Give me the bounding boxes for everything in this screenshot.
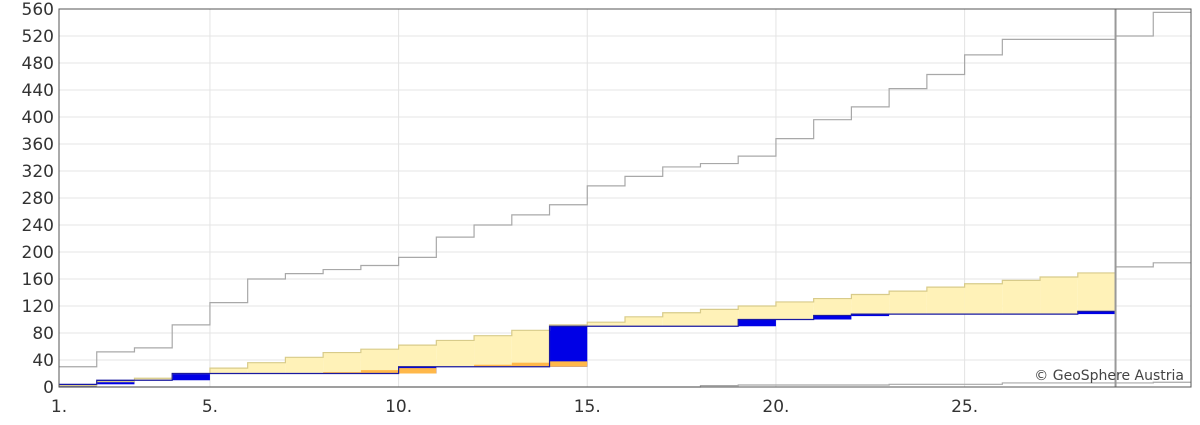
normal-band-segment <box>398 345 437 367</box>
x-tick-label: 25. <box>951 397 978 417</box>
y-tick-label: 240 <box>22 216 54 236</box>
normal-band-segment <box>1077 272 1116 312</box>
surplus-bar <box>738 319 776 327</box>
normal-band-segment <box>625 316 663 327</box>
normal-line <box>59 272 1116 387</box>
normal-band-segment <box>1040 276 1078 315</box>
normal-band-segment <box>323 352 361 374</box>
normal-band-segment <box>775 301 814 320</box>
deficit-bar <box>360 370 399 374</box>
surplus-bar <box>172 373 210 381</box>
x-tick-label: 20. <box>762 397 789 417</box>
x-tick-label: 10. <box>385 397 412 417</box>
plot-frame <box>58 8 1192 388</box>
normal-band-segment <box>662 312 701 327</box>
normal-band-segment <box>813 298 852 316</box>
y-tick-label: 320 <box>22 162 54 182</box>
normal-continuation-line <box>1115 262 1191 268</box>
normal-band-segment <box>474 335 512 367</box>
x-tick-label: 1. <box>51 397 67 417</box>
normal-fill-band <box>134 272 1116 381</box>
normal-band-segment <box>851 294 890 315</box>
y-tick-label: 40 <box>32 351 54 371</box>
grid <box>59 8 1191 387</box>
surplus-bar <box>851 314 890 317</box>
normal-band-segment <box>436 340 475 367</box>
x-tick-label: 15. <box>574 397 601 417</box>
y-tick-label: 400 <box>22 108 54 128</box>
y-tick-label: 480 <box>22 54 54 74</box>
tick-labels: 0 40 80 120 160 200 240 280 320 360 400 440 480 520 56… <box>22 0 979 417</box>
measured-line <box>59 310 1116 385</box>
normal-band-segment <box>926 287 965 315</box>
normal-band-segment <box>964 283 1003 315</box>
normal-band-segment <box>209 368 248 374</box>
normal-band-segment <box>247 362 286 374</box>
y-tick-label: 200 <box>22 243 54 263</box>
y-tick-label: 280 <box>22 189 54 209</box>
y-tick-label: 0 <box>43 378 54 398</box>
axes <box>58 8 1192 388</box>
y-tick-label: 560 <box>22 0 54 20</box>
deficit-bar <box>474 364 512 367</box>
normal-band-segment <box>549 324 588 327</box>
upper-extreme-line <box>59 11 1191 368</box>
normal-band-segment <box>738 306 776 320</box>
surplus-bar <box>96 380 135 385</box>
y-tick-label: 80 <box>32 324 54 344</box>
y-tick-label: 520 <box>22 27 54 47</box>
normal-band-segment <box>134 378 173 381</box>
surplus-bar <box>549 326 588 367</box>
x-tick-label: 5. <box>202 397 218 417</box>
deficit-bar <box>398 368 437 374</box>
normal-band-segment <box>587 322 625 327</box>
deficit-bar <box>323 372 361 374</box>
normal-band-segment <box>1002 280 1041 315</box>
normal-band-segment <box>285 357 324 374</box>
y-tick-label: 360 <box>22 135 54 155</box>
normal-band-segment <box>889 291 927 315</box>
y-tick-label: 120 <box>22 297 54 317</box>
deficit-bar <box>511 362 550 367</box>
lower-extreme-line <box>59 381 1191 388</box>
y-tick-label: 160 <box>22 270 54 290</box>
series-lines <box>59 11 1191 388</box>
surplus-bar <box>813 315 852 320</box>
copyright-label: © GeoSphere Austria <box>1034 368 1184 384</box>
normal-band-segment <box>360 349 399 374</box>
normal-band-segment <box>511 330 550 367</box>
surplus-bar <box>1077 311 1116 315</box>
normal-band-segment <box>700 309 739 327</box>
deficit-bar <box>549 361 588 367</box>
y-tick-label: 440 <box>22 81 54 101</box>
